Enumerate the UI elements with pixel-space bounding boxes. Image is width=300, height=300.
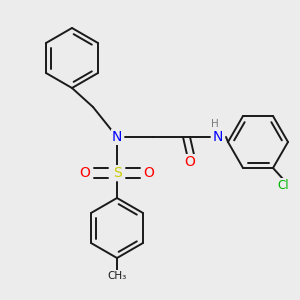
Text: O: O — [144, 166, 154, 180]
Text: H: H — [211, 119, 219, 129]
Text: O: O — [184, 155, 195, 169]
Text: N: N — [112, 130, 122, 144]
Text: N: N — [213, 130, 223, 144]
Text: Cl: Cl — [277, 179, 289, 192]
Text: CH₃: CH₃ — [107, 271, 127, 281]
Text: O: O — [80, 166, 90, 180]
Text: S: S — [112, 166, 122, 180]
